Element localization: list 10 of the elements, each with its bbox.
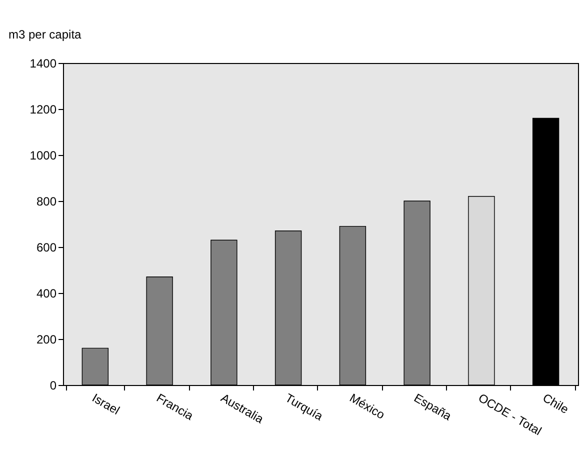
y-tick-label: 0 xyxy=(50,378,57,392)
x-tick-label: Chile xyxy=(540,390,572,417)
y-tick-label: 400 xyxy=(36,286,57,300)
y-tick-label: 200 xyxy=(36,332,57,346)
y-tick-label: 1400 xyxy=(30,56,57,70)
y-tick-label: 800 xyxy=(36,194,57,208)
y-tick-label: 1200 xyxy=(30,102,57,116)
y-axis-title: m3 per capita xyxy=(8,28,82,42)
y-tick-label: 600 xyxy=(36,240,57,254)
y-tick-label: 1000 xyxy=(30,148,57,162)
